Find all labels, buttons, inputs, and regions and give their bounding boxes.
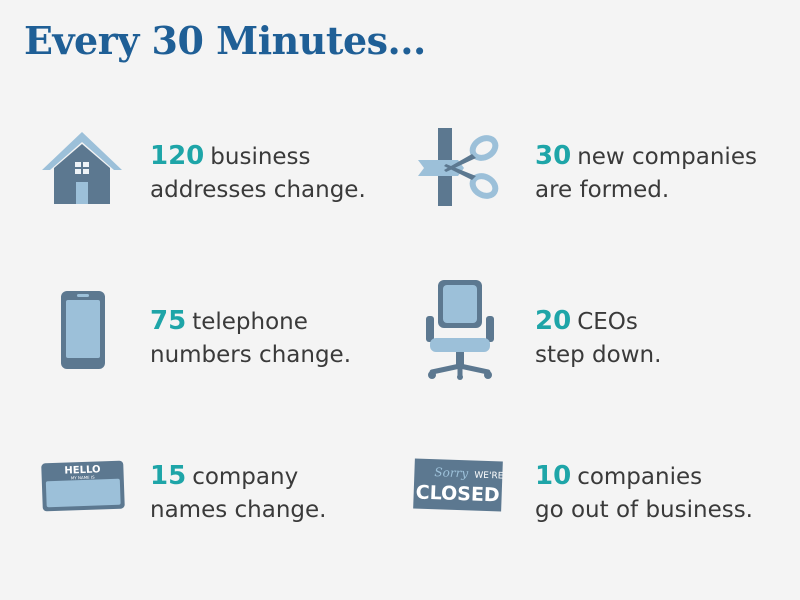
stat-line1: new companies bbox=[577, 144, 757, 170]
sign-sorry: Sorry bbox=[434, 465, 468, 480]
stat-line2: addresses change. bbox=[150, 177, 366, 203]
scissors-ribbon-icon bbox=[418, 128, 499, 206]
stat-line2: step down. bbox=[535, 342, 662, 368]
stat-number: 75 bbox=[150, 306, 187, 336]
stat-line1: company bbox=[192, 464, 299, 490]
office-chair-icon bbox=[426, 280, 494, 380]
page-title: Every 30 Minutes... bbox=[24, 18, 426, 63]
stat-line2: names change. bbox=[150, 497, 327, 523]
stat-line2: numbers change. bbox=[150, 342, 352, 368]
house-icon bbox=[42, 132, 122, 204]
stat-number: 20 bbox=[535, 306, 572, 336]
stat-line1: business bbox=[210, 144, 311, 170]
sign-closed: CLOSED bbox=[415, 482, 500, 507]
stat-number: 15 bbox=[150, 461, 187, 491]
stat-line2: go out of business. bbox=[535, 497, 753, 523]
name-tag-hello: HELLO bbox=[64, 464, 100, 476]
stat-line1: CEOs bbox=[577, 309, 638, 335]
stat-number: 120 bbox=[150, 141, 205, 171]
stat-number: 10 bbox=[535, 461, 572, 491]
stat-line1: companies bbox=[577, 464, 703, 490]
smartphone-icon bbox=[61, 291, 105, 369]
name-tag-icon: HELLO MY NAME IS bbox=[41, 460, 125, 512]
name-tag-sub: MY NAME IS bbox=[71, 475, 95, 481]
closed-sign-icon: Sorry WE'RE CLOSED bbox=[413, 458, 504, 512]
stat-line1: telephone bbox=[192, 309, 308, 335]
stat-number: 30 bbox=[535, 141, 572, 171]
sign-were: WE'RE bbox=[474, 471, 504, 482]
stat-line2: are formed. bbox=[535, 177, 670, 203]
